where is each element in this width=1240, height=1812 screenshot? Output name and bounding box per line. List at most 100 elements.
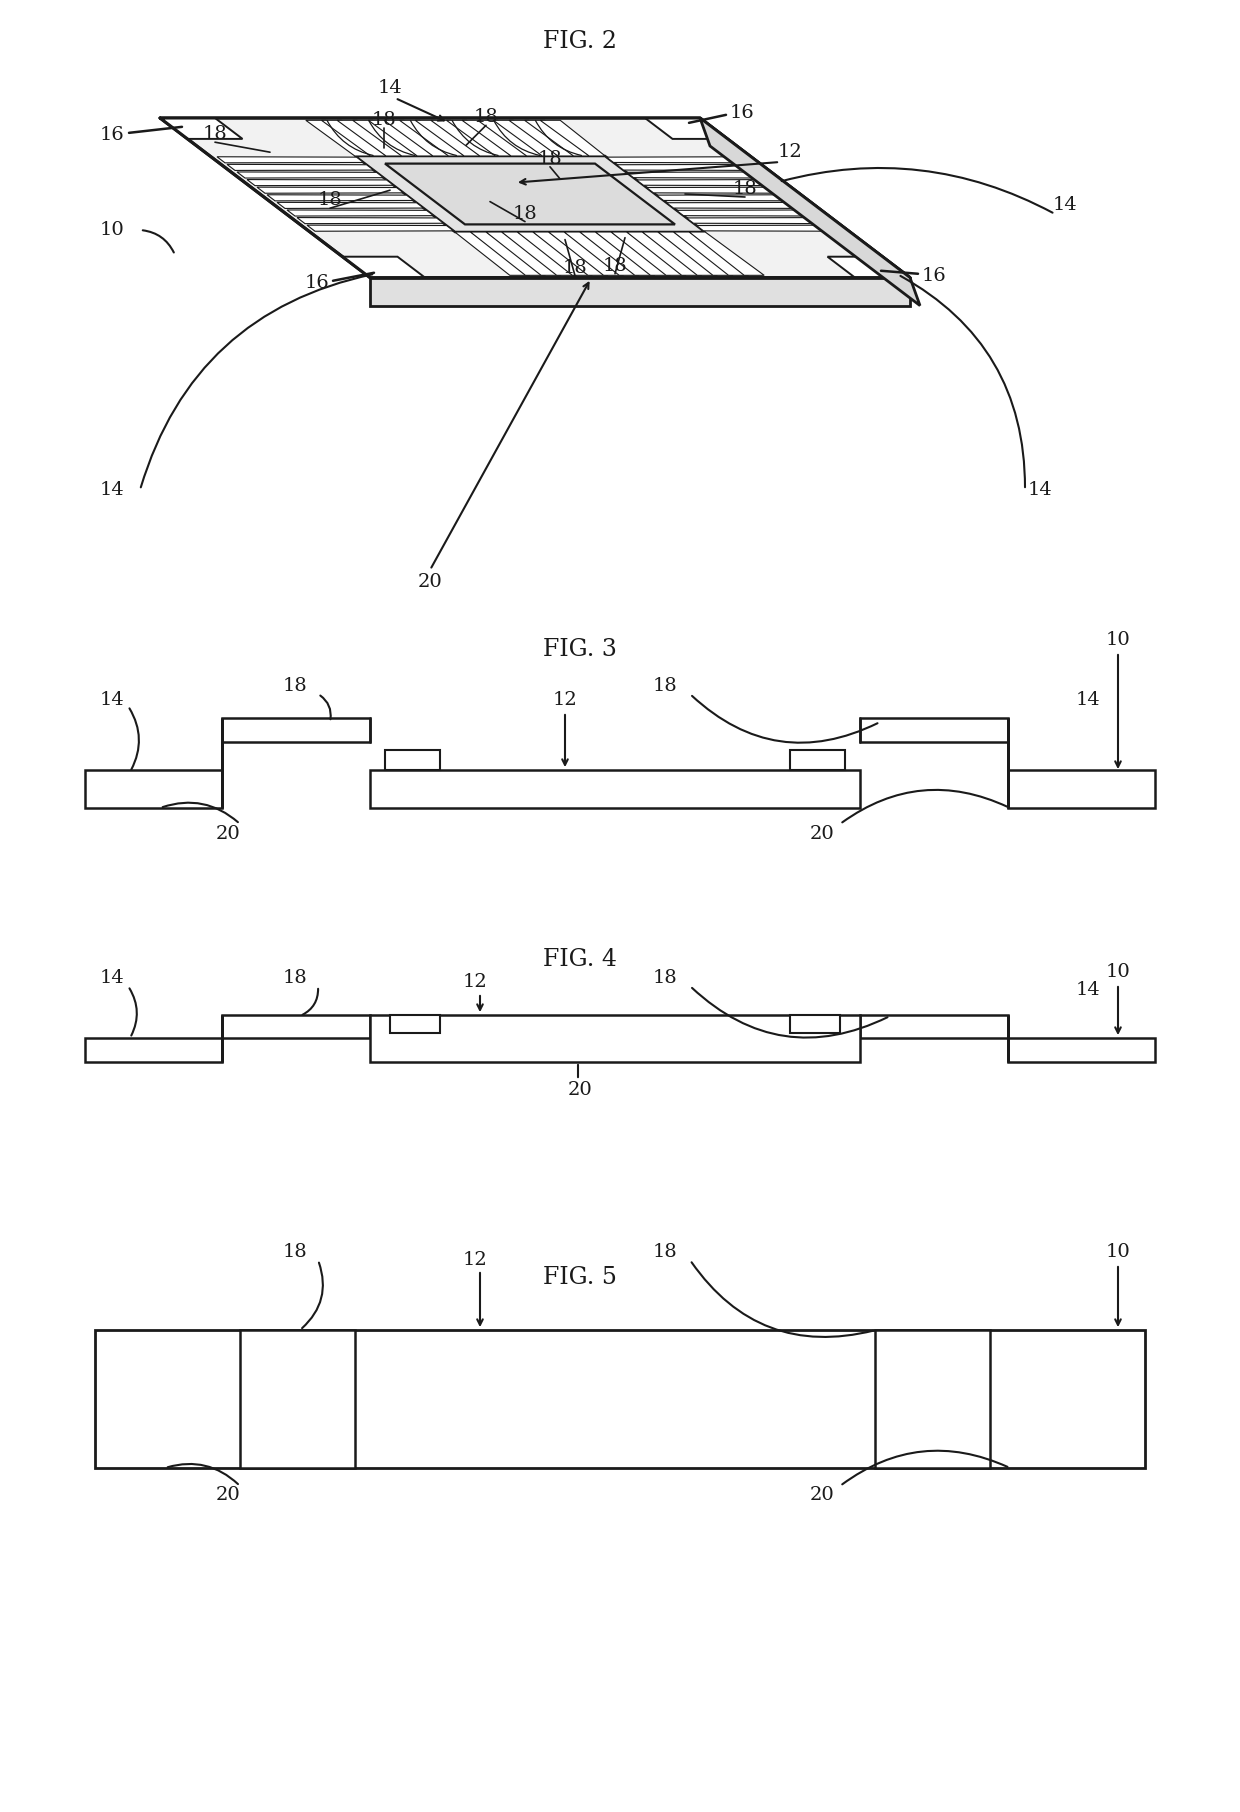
- Text: 14: 14: [1053, 196, 1078, 214]
- Polygon shape: [626, 172, 773, 178]
- Text: 14: 14: [99, 690, 124, 708]
- Text: FIG. 5: FIG. 5: [543, 1267, 618, 1290]
- Text: 18: 18: [372, 111, 397, 129]
- Polygon shape: [564, 232, 639, 275]
- Polygon shape: [656, 194, 804, 201]
- Polygon shape: [548, 232, 624, 275]
- Polygon shape: [384, 163, 675, 225]
- Polygon shape: [277, 203, 424, 208]
- Polygon shape: [595, 232, 671, 275]
- Text: 16: 16: [99, 125, 124, 143]
- Text: 18: 18: [733, 179, 758, 198]
- Text: 18: 18: [538, 150, 563, 169]
- Text: 14: 14: [99, 480, 124, 498]
- Polygon shape: [636, 179, 782, 185]
- Text: 20: 20: [810, 1486, 835, 1504]
- Text: 14: 14: [378, 80, 402, 98]
- Text: 16: 16: [729, 103, 754, 121]
- Polygon shape: [241, 1330, 355, 1468]
- Polygon shape: [477, 120, 543, 156]
- Text: 14: 14: [99, 969, 124, 988]
- Polygon shape: [247, 179, 393, 185]
- Polygon shape: [370, 770, 861, 808]
- Polygon shape: [580, 232, 655, 275]
- Text: 10: 10: [1106, 631, 1131, 649]
- Polygon shape: [508, 120, 574, 156]
- Text: 10: 10: [1106, 1243, 1131, 1261]
- Text: 12: 12: [553, 690, 578, 708]
- Polygon shape: [616, 165, 763, 170]
- Polygon shape: [217, 158, 363, 163]
- Polygon shape: [611, 232, 686, 275]
- Polygon shape: [658, 232, 733, 275]
- Polygon shape: [533, 232, 608, 275]
- Polygon shape: [342, 257, 425, 277]
- Polygon shape: [502, 232, 577, 275]
- Polygon shape: [399, 120, 465, 156]
- Polygon shape: [494, 120, 558, 156]
- Polygon shape: [391, 1015, 440, 1033]
- Polygon shape: [861, 1015, 1008, 1038]
- Polygon shape: [298, 217, 444, 223]
- Polygon shape: [306, 120, 371, 156]
- Polygon shape: [337, 120, 402, 156]
- Text: 20: 20: [418, 573, 443, 591]
- Text: 12: 12: [463, 1250, 487, 1268]
- Polygon shape: [687, 217, 833, 223]
- Polygon shape: [286, 210, 434, 216]
- Text: 10: 10: [1106, 962, 1131, 980]
- Text: 18: 18: [512, 205, 537, 223]
- Polygon shape: [486, 232, 560, 275]
- Polygon shape: [642, 232, 717, 275]
- Polygon shape: [470, 232, 546, 275]
- Polygon shape: [673, 232, 749, 275]
- Text: FIG. 4: FIG. 4: [543, 948, 618, 971]
- Polygon shape: [321, 120, 387, 156]
- Polygon shape: [227, 165, 373, 170]
- Text: 18: 18: [283, 678, 308, 696]
- Polygon shape: [267, 194, 413, 201]
- Text: FIG. 2: FIG. 2: [543, 31, 618, 54]
- Polygon shape: [790, 1015, 839, 1033]
- Polygon shape: [95, 1330, 1145, 1468]
- Text: 18: 18: [283, 1243, 308, 1261]
- Text: 18: 18: [202, 125, 227, 143]
- Polygon shape: [370, 277, 910, 306]
- Polygon shape: [160, 118, 910, 277]
- Text: 18: 18: [283, 969, 308, 988]
- Polygon shape: [370, 1015, 861, 1062]
- Polygon shape: [645, 118, 728, 140]
- Text: 18: 18: [652, 1243, 677, 1261]
- Polygon shape: [541, 120, 605, 156]
- Polygon shape: [446, 120, 511, 156]
- Text: 12: 12: [777, 143, 802, 161]
- Text: 20: 20: [216, 1486, 241, 1504]
- Text: 20: 20: [810, 824, 835, 843]
- Polygon shape: [237, 172, 383, 178]
- Polygon shape: [463, 120, 527, 156]
- Polygon shape: [308, 225, 454, 232]
- Polygon shape: [689, 232, 764, 275]
- Polygon shape: [368, 120, 433, 156]
- Polygon shape: [626, 232, 702, 275]
- Text: 14: 14: [1075, 980, 1100, 998]
- Polygon shape: [222, 718, 370, 741]
- Polygon shape: [606, 158, 753, 163]
- Polygon shape: [415, 120, 480, 156]
- Text: 18: 18: [317, 192, 342, 208]
- Polygon shape: [352, 120, 418, 156]
- Text: 16: 16: [921, 266, 946, 284]
- Text: 20: 20: [568, 1082, 593, 1100]
- Polygon shape: [646, 187, 794, 194]
- Polygon shape: [222, 1015, 370, 1038]
- Polygon shape: [790, 750, 844, 770]
- Text: FIG. 3: FIG. 3: [543, 638, 618, 661]
- Polygon shape: [1008, 1038, 1154, 1062]
- Text: 10: 10: [99, 221, 124, 239]
- Text: 18: 18: [563, 259, 588, 277]
- Polygon shape: [697, 225, 843, 232]
- Polygon shape: [86, 770, 222, 808]
- Polygon shape: [875, 1330, 990, 1468]
- Text: 14: 14: [1075, 690, 1100, 708]
- Polygon shape: [1008, 770, 1154, 808]
